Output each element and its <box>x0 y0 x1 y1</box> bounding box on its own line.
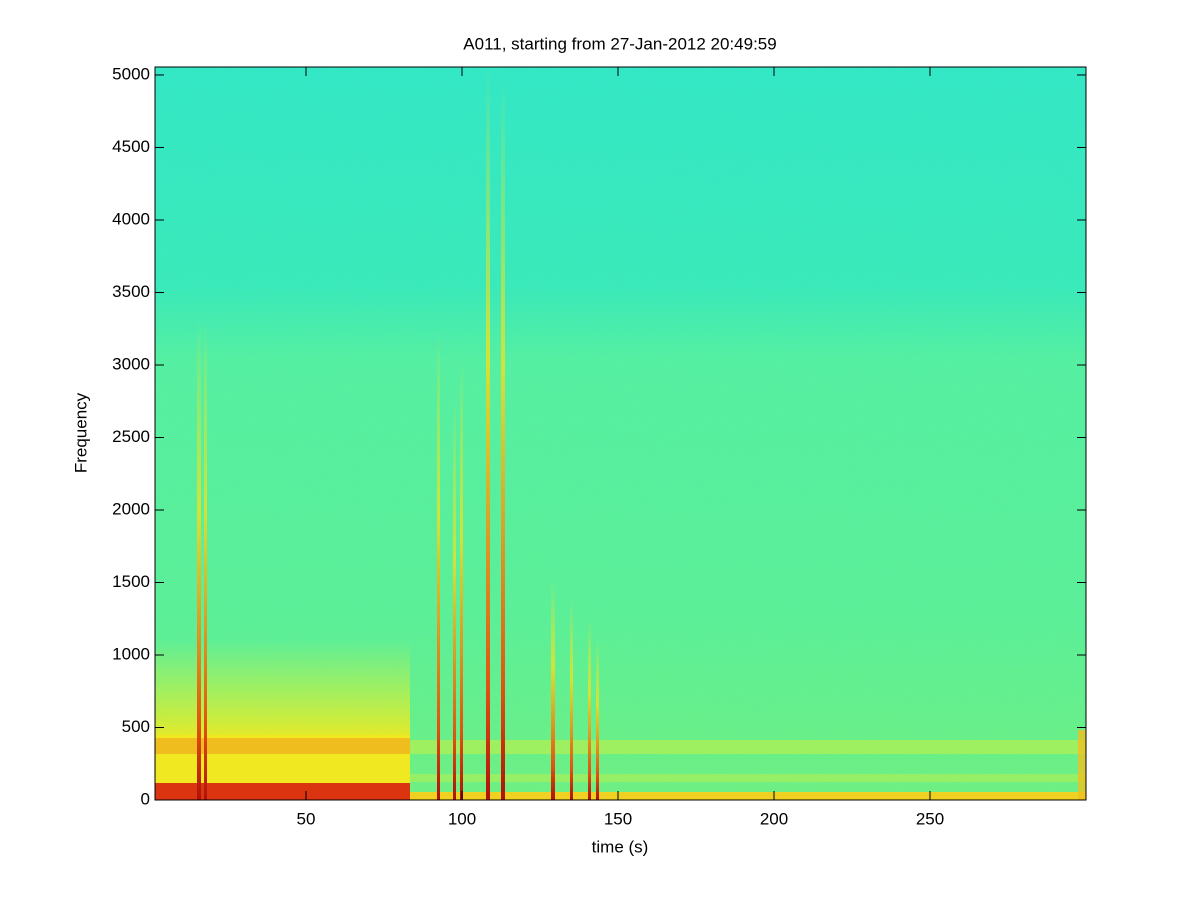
y-tick-label: 5000 <box>112 64 150 83</box>
y-tick-label: 500 <box>122 717 150 736</box>
y-tick-label: 4500 <box>112 137 150 156</box>
y-tick-label: 3000 <box>112 354 150 373</box>
y-tick-label: 2000 <box>112 499 150 518</box>
y-tick-label: 1500 <box>112 572 150 591</box>
y-tick-label: 0 <box>141 789 150 808</box>
spectrogram-image <box>155 67 1086 800</box>
x-tick-label: 100 <box>448 809 476 828</box>
y-tick-label: 3500 <box>112 282 150 301</box>
x-tick-label: 200 <box>760 809 788 828</box>
chart-title: A011, starting from 27-Jan-2012 20:49:59 <box>463 34 776 53</box>
y-axis-label: Frequency <box>71 392 90 473</box>
x-axis-label: time (s) <box>592 837 649 856</box>
y-tick-label: 2500 <box>112 427 150 446</box>
y-tick-label: 4000 <box>112 209 150 228</box>
x-tick-label: 150 <box>604 809 632 828</box>
y-tick-label: 1000 <box>112 644 150 663</box>
axes-frame <box>154 66 1087 801</box>
x-tick-label: 250 <box>916 809 944 828</box>
x-tick-label: 50 <box>297 809 316 828</box>
